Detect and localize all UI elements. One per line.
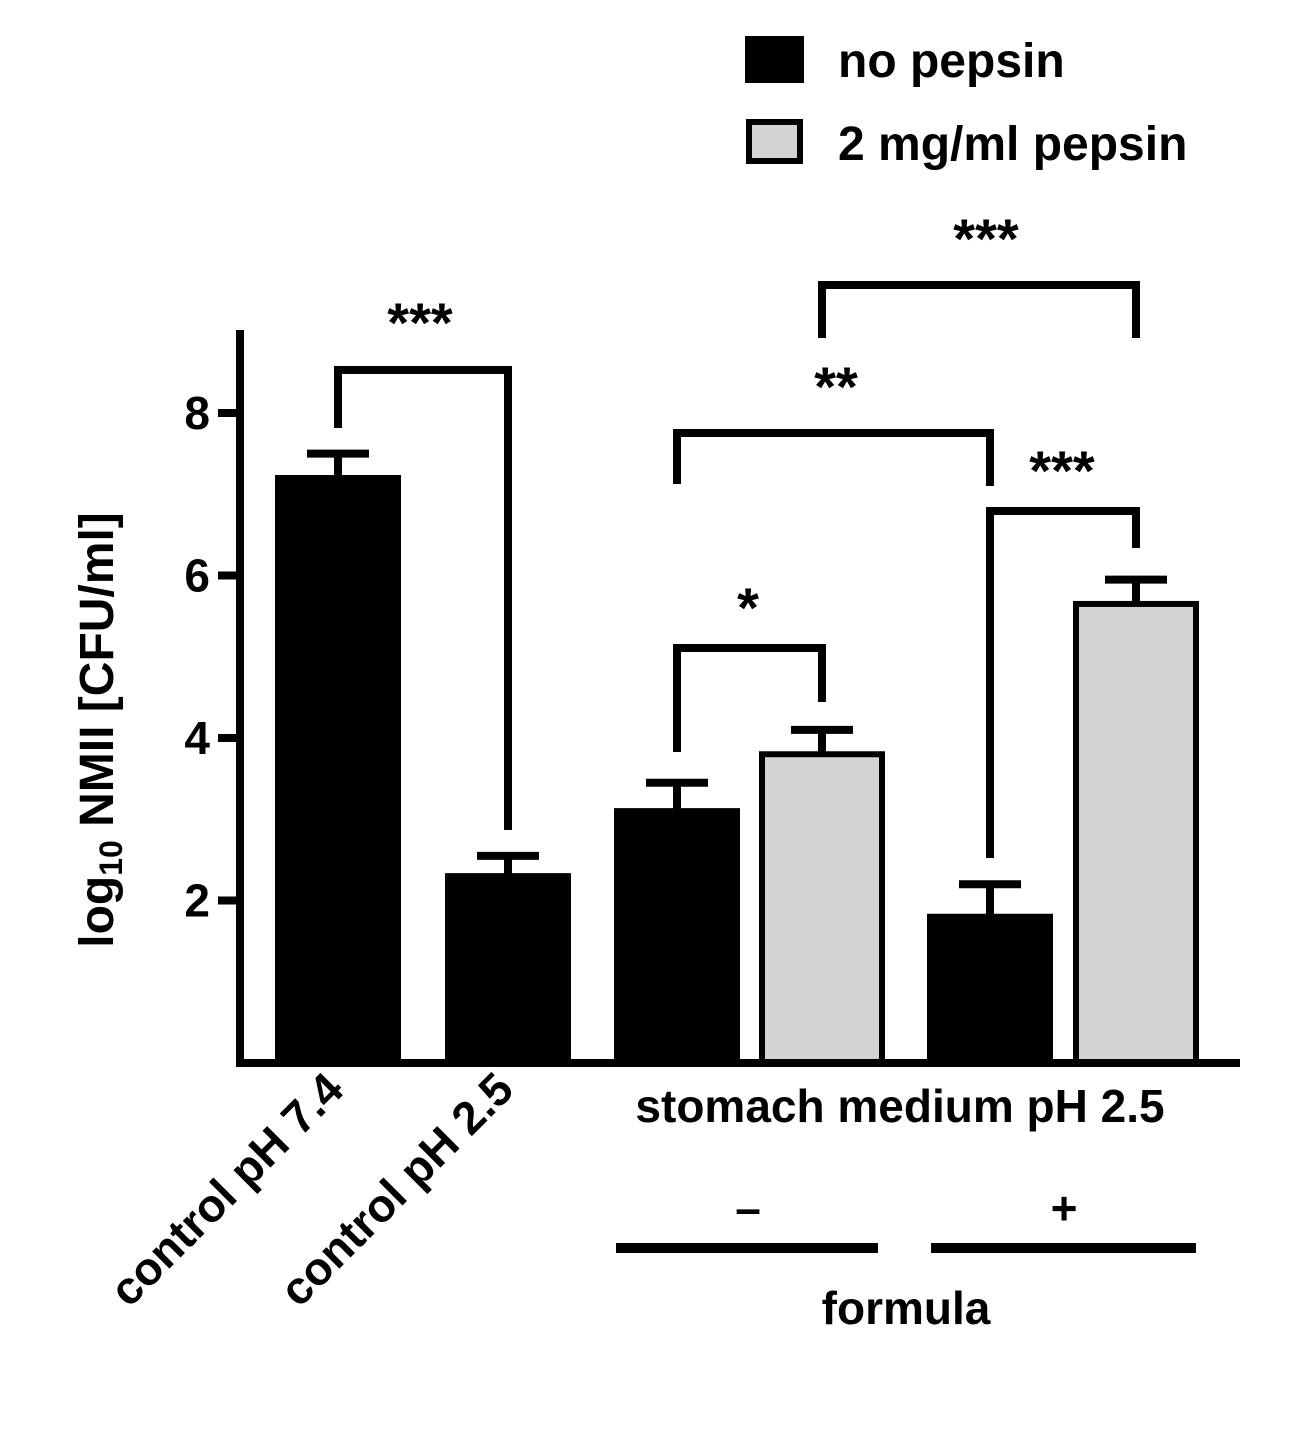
legend-label-no-pepsin: no pepsin bbox=[838, 35, 1065, 88]
formula-label: formula bbox=[822, 1282, 991, 1334]
legend-swatch-pepsin bbox=[746, 119, 803, 164]
formula-groups: – + bbox=[616, 1182, 1196, 1253]
formula-sign: – bbox=[735, 1182, 761, 1234]
significance-bracket bbox=[673, 429, 994, 486]
bar-6 bbox=[1073, 600, 1199, 1066]
y-tick-label: 8 bbox=[184, 387, 210, 439]
significance-label: ** bbox=[814, 355, 858, 418]
significance-bracket bbox=[818, 281, 1140, 338]
bar-4 bbox=[759, 751, 885, 1066]
significance-label: *** bbox=[387, 291, 453, 354]
y-axis-title-prefix: log bbox=[71, 876, 124, 948]
significance-bracket bbox=[986, 507, 1140, 858]
y-tick-label: 2 bbox=[184, 875, 210, 927]
y-tick-label: 4 bbox=[184, 712, 210, 764]
significance-label: * bbox=[737, 576, 759, 639]
formula-sign: + bbox=[1051, 1182, 1078, 1234]
significance-brackets: ************ bbox=[334, 207, 1140, 858]
bar-3 bbox=[614, 808, 740, 1066]
bar-1 bbox=[275, 475, 401, 1066]
legend: no pepsin 2 mg/ml pepsin bbox=[745, 35, 1187, 171]
y-axis-title-subscript: 10 bbox=[93, 840, 129, 876]
legend-swatch-no-pepsin bbox=[745, 36, 804, 83]
y-axis-title-suffix: NMII [CFU/ml] bbox=[71, 512, 124, 840]
bar-5 bbox=[927, 913, 1053, 1066]
significance-bracket bbox=[334, 366, 512, 830]
svg-text:log10 NMII [CFU/ml]: log10 NMII [CFU/ml] bbox=[71, 512, 129, 948]
significance-label: *** bbox=[1029, 439, 1095, 502]
bar-2 bbox=[445, 873, 571, 1066]
significance-label: *** bbox=[953, 207, 1019, 270]
bars bbox=[275, 475, 1199, 1066]
y-axis: 2 4 6 8 bbox=[184, 330, 244, 1067]
error-bars bbox=[307, 449, 1167, 917]
legend-label-pepsin: 2 mg/ml pepsin bbox=[838, 118, 1187, 171]
significance-bracket bbox=[673, 644, 826, 752]
y-tick-label: 6 bbox=[184, 550, 210, 602]
stomach-medium-label: stomach medium pH 2.5 bbox=[635, 1080, 1164, 1132]
y-axis-title: log10 NMII [CFU/ml] bbox=[71, 512, 129, 948]
